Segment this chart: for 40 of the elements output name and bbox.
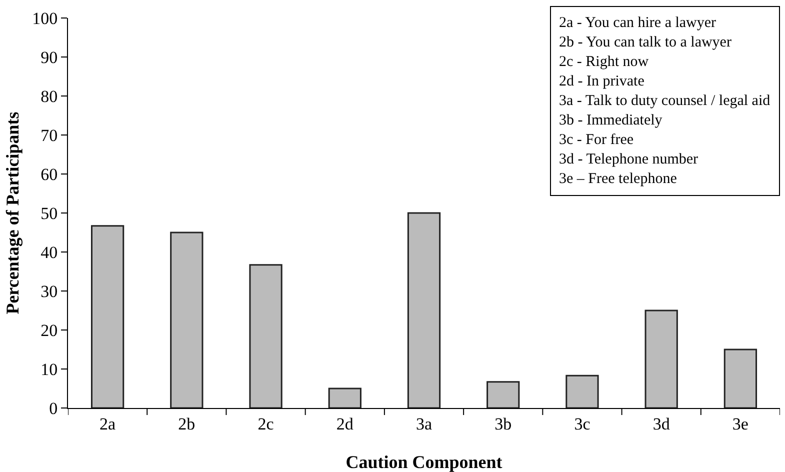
bar: [566, 374, 599, 408]
annotation: 3a - Talk to duty counsel / legal aid: [559, 93, 771, 109]
x-tick-label: 2c: [258, 414, 274, 434]
annotation: 3e – Free telephone: [559, 171, 678, 187]
y-tick-label: 80: [40, 86, 58, 106]
x-tick-label: 3e: [732, 414, 748, 434]
y-tick-label: 60: [40, 164, 58, 184]
y-tick-label: 50: [40, 204, 58, 223]
annotation: 2d - In private: [559, 74, 645, 90]
y-tick-label: 70: [40, 126, 58, 145]
annotation: 3b - Immediately: [559, 112, 663, 128]
y-tick-label: 30: [40, 282, 58, 301]
y-tick-label: 100: [32, 8, 58, 28]
y-tick-label: 90: [40, 48, 58, 67]
x-tick-label: 2d: [336, 414, 354, 434]
x-tick-label: 3a: [416, 414, 432, 434]
y-axis-title: Percentage of Participants: [2, 112, 22, 314]
bar: [486, 381, 520, 408]
annotation: 3c - For free: [559, 132, 634, 148]
annotation: 2a - You can hire a lawyer: [559, 15, 716, 31]
y-tick-label: 10: [40, 360, 58, 379]
x-tick-label: 3d: [652, 414, 670, 434]
y-tick-label: 0: [49, 398, 58, 418]
y-tick-label: 40: [40, 242, 58, 262]
x-tick-label: 3c: [574, 414, 591, 434]
x-tick-label: 2a: [100, 414, 116, 434]
bar: [249, 264, 282, 408]
bar: [90, 225, 124, 408]
x-tick-label: 2b: [178, 414, 196, 434]
x-axis-title: Caution Component: [346, 452, 502, 472]
annotation: 3d - Telephone number: [559, 152, 698, 168]
bar: [407, 212, 441, 408]
annotation: 2c - Right now: [559, 54, 649, 70]
x-tick-label: 3b: [494, 414, 512, 434]
bar: [724, 348, 758, 408]
bar: [170, 232, 204, 408]
annotation: 2b - You can talk to a lawyer: [559, 34, 732, 50]
bar: [328, 388, 362, 408]
y-tick-label: 20: [40, 320, 58, 340]
bar: [644, 310, 678, 408]
